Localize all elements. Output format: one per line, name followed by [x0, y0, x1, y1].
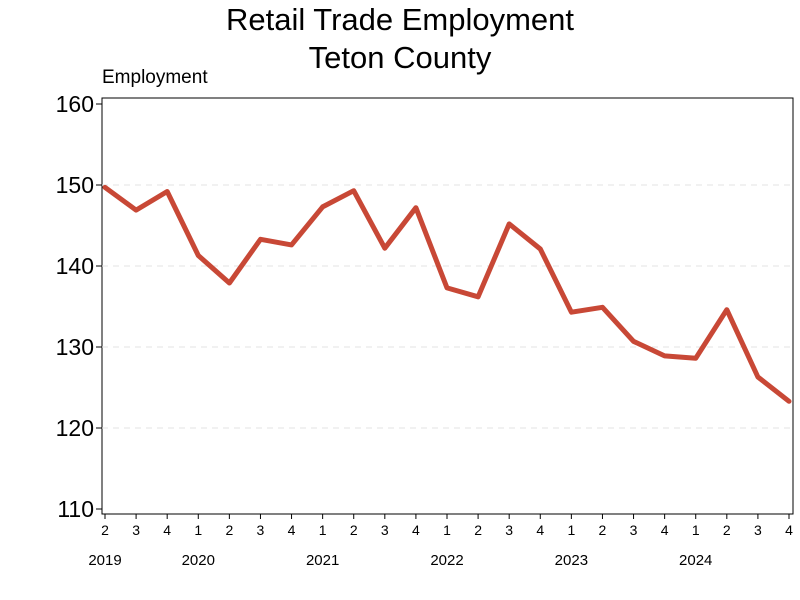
- y-tick-label: 120: [56, 415, 94, 441]
- x-tick-label: 4: [163, 522, 171, 538]
- x-tick-label: 4: [536, 522, 544, 538]
- y-axis: 110 120 130 140 150 160: [56, 91, 102, 522]
- x-tick-label: 3: [505, 522, 513, 538]
- x-axis: 2 3 4 1 2 3 4 1 2 3 4 1 2 3 4 1 2 3 4 1 2 3 4: [101, 514, 793, 538]
- x-tick-label: 4: [661, 522, 669, 538]
- x-tick-label: 1: [567, 522, 575, 538]
- x-tick-label: 4: [785, 522, 793, 538]
- y-tick-label: 110: [57, 496, 94, 522]
- y-tick-label: 160: [56, 91, 94, 117]
- x-tick-label: 3: [381, 522, 389, 538]
- x-year-label: 2019: [88, 552, 121, 569]
- y-tick-label: 150: [56, 172, 94, 198]
- y-tick-label: 140: [56, 253, 94, 279]
- x-tick-label: 3: [257, 522, 265, 538]
- x-year-label: 2023: [555, 552, 588, 569]
- x-tick-label: 2: [101, 522, 109, 538]
- y-tick-label: 130: [56, 334, 94, 360]
- x-year-label: 2022: [430, 552, 463, 569]
- x-tick-label: 2: [225, 522, 233, 538]
- x-year-label: 2021: [306, 552, 339, 569]
- series-line: [102, 184, 792, 404]
- x-tick-label: 3: [630, 522, 638, 538]
- x-tick-label: 3: [754, 522, 762, 538]
- x-tick-label: 3: [132, 522, 140, 538]
- x-tick-label: 2: [350, 522, 358, 538]
- gridlines: [102, 184, 793, 429]
- x-tick-label: 4: [412, 522, 420, 538]
- x-axis-years: 2019 2020 2021 2022 2023 2024: [88, 552, 712, 569]
- x-tick-label: 2: [474, 522, 482, 538]
- chart-title: Retail Trade Employment: [225, 2, 575, 37]
- x-year-label: 2024: [679, 552, 712, 569]
- x-tick-label: 1: [319, 522, 327, 538]
- x-year-label: 2020: [182, 552, 215, 569]
- y-axis-label: Employment: [102, 67, 208, 88]
- x-tick-label: 2: [723, 522, 731, 538]
- x-tick-label: 1: [443, 522, 451, 538]
- chart-subtitle: Teton County: [308, 40, 492, 75]
- x-tick-label: 1: [194, 522, 202, 538]
- plot-frame: [101, 97, 794, 515]
- x-tick-label: 1: [692, 522, 700, 538]
- x-tick-label: 2: [599, 522, 607, 538]
- x-tick-label: 4: [288, 522, 296, 538]
